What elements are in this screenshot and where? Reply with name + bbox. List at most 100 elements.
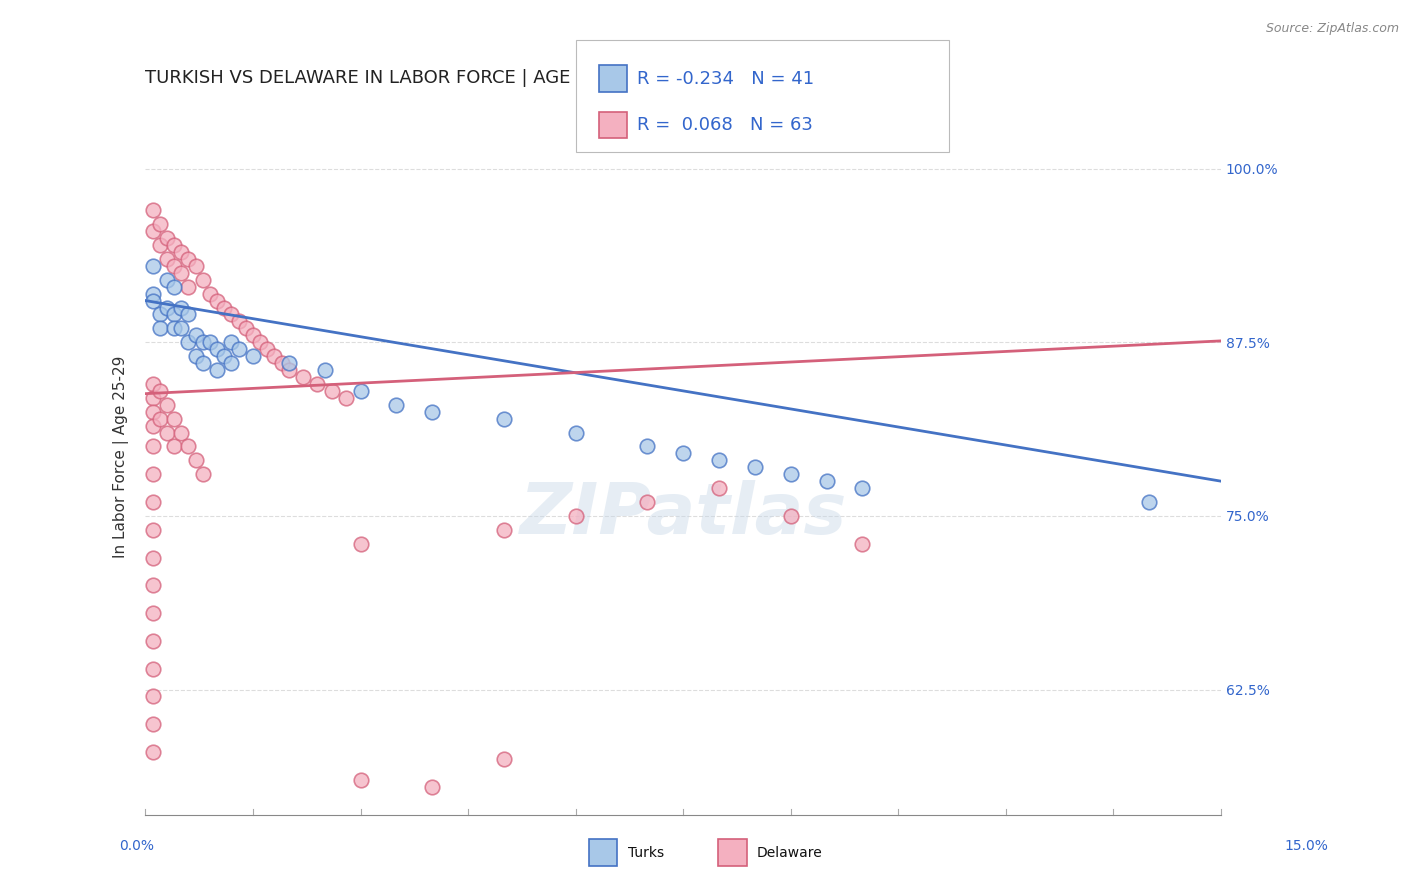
Point — [163, 411, 186, 425]
Point — [636, 440, 658, 454]
Point — [221, 308, 243, 322]
Point — [277, 356, 299, 370]
Point — [170, 321, 193, 335]
Text: Delaware: Delaware — [756, 846, 823, 860]
Point — [385, 398, 408, 412]
Point — [564, 508, 586, 523]
Point — [851, 481, 873, 495]
Point — [156, 301, 179, 315]
Point — [177, 335, 200, 350]
Point — [142, 717, 165, 731]
Point — [163, 259, 186, 273]
Point — [270, 356, 292, 370]
Point — [205, 293, 228, 308]
Point — [142, 259, 165, 273]
Point — [142, 391, 165, 405]
Point — [142, 745, 165, 759]
Point — [142, 606, 165, 620]
Point — [156, 231, 179, 245]
Point — [170, 301, 193, 315]
Point — [149, 411, 172, 425]
Point — [492, 523, 515, 537]
Point — [177, 279, 200, 293]
Point — [321, 384, 343, 398]
Point — [163, 238, 186, 252]
Text: 15.0%: 15.0% — [1285, 838, 1329, 853]
Point — [142, 634, 165, 648]
Point — [205, 363, 228, 377]
Point — [228, 343, 250, 357]
Point — [249, 335, 271, 350]
Point — [142, 467, 165, 482]
Point — [156, 425, 179, 440]
Point — [142, 523, 165, 537]
Point — [779, 508, 801, 523]
Point — [156, 398, 179, 412]
Point — [142, 376, 165, 391]
Point — [214, 349, 236, 363]
Point — [636, 495, 658, 509]
Point — [228, 314, 250, 328]
Point — [142, 578, 165, 592]
Point — [177, 308, 200, 322]
Point — [221, 356, 243, 370]
Point — [263, 349, 285, 363]
Point — [307, 376, 329, 391]
Point — [292, 370, 315, 384]
Point — [492, 411, 515, 425]
Point — [149, 321, 172, 335]
Point — [349, 384, 371, 398]
Text: Turks: Turks — [628, 846, 665, 860]
Text: ZIPatlas: ZIPatlas — [520, 480, 846, 549]
Point — [256, 343, 278, 357]
Point — [142, 550, 165, 565]
Point — [149, 384, 172, 398]
Point — [564, 425, 586, 440]
Point — [191, 273, 214, 287]
Point — [142, 690, 165, 704]
Point — [149, 308, 172, 322]
Point — [142, 495, 165, 509]
Point — [149, 238, 172, 252]
Point — [163, 321, 186, 335]
Point — [170, 266, 193, 280]
Text: R = -0.234   N = 41: R = -0.234 N = 41 — [637, 70, 814, 87]
Text: TURKISH VS DELAWARE IN LABOR FORCE | AGE 25-29 CORRELATION CHART: TURKISH VS DELAWARE IN LABOR FORCE | AGE… — [145, 69, 830, 87]
Point — [142, 440, 165, 454]
Point — [163, 308, 186, 322]
Point — [235, 321, 257, 335]
Point — [191, 335, 214, 350]
Point — [242, 328, 264, 343]
Point — [142, 418, 165, 433]
Y-axis label: In Labor Force | Age 25-29: In Labor Force | Age 25-29 — [114, 356, 129, 558]
Text: R =  0.068   N = 63: R = 0.068 N = 63 — [637, 116, 813, 134]
Point — [142, 662, 165, 676]
Point — [142, 405, 165, 419]
Point — [335, 391, 357, 405]
Point — [177, 440, 200, 454]
Point — [221, 335, 243, 350]
Point — [184, 328, 207, 343]
Point — [672, 446, 695, 460]
Point — [851, 537, 873, 551]
Point — [707, 481, 730, 495]
Point — [198, 335, 221, 350]
Point — [779, 467, 801, 482]
Point — [214, 301, 236, 315]
Point — [707, 453, 730, 467]
Point — [156, 252, 179, 266]
Point — [156, 273, 179, 287]
Point — [349, 537, 371, 551]
Point — [1137, 495, 1160, 509]
Point — [277, 363, 299, 377]
Text: 0.0%: 0.0% — [120, 838, 155, 853]
Point — [142, 203, 165, 218]
Point — [744, 460, 766, 475]
Text: Source: ZipAtlas.com: Source: ZipAtlas.com — [1265, 22, 1399, 36]
Point — [242, 349, 264, 363]
Point — [170, 244, 193, 259]
Point — [142, 224, 165, 238]
Point — [142, 286, 165, 301]
Point — [205, 343, 228, 357]
Point — [815, 474, 838, 488]
